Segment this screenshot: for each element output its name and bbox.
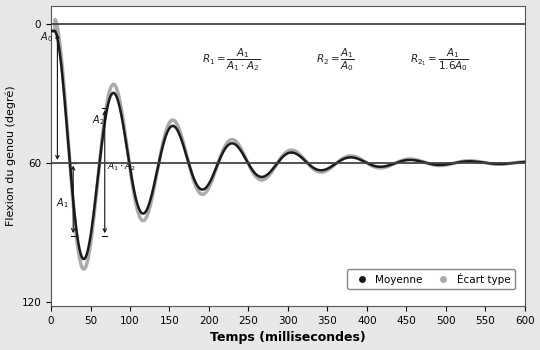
Text: $A_2$: $A_2$ [92, 114, 105, 127]
Y-axis label: Flexion du genou (degré): Flexion du genou (degré) [5, 85, 16, 226]
Legend: Moyenne, Écart type: Moyenne, Écart type [347, 268, 515, 289]
X-axis label: Temps (millisecondes): Temps (millisecondes) [210, 331, 366, 344]
Text: $R_2 = \dfrac{A_1}{A_0}$: $R_2 = \dfrac{A_1}{A_0}$ [316, 46, 355, 73]
Text: $R_{2_1} = \dfrac{A_1}{1.6A_0}$: $R_{2_1} = \dfrac{A_1}{1.6A_0}$ [410, 46, 469, 73]
Text: $A_0$: $A_0$ [40, 30, 53, 44]
Text: $R_1 = \dfrac{A_1}{A_1 \cdot A_2}$: $R_1 = \dfrac{A_1}{A_1 \cdot A_2}$ [202, 46, 260, 73]
Text: $A_1 \cdot A_2$: $A_1 \cdot A_2$ [107, 161, 136, 173]
Text: $A_1$: $A_1$ [57, 196, 69, 210]
